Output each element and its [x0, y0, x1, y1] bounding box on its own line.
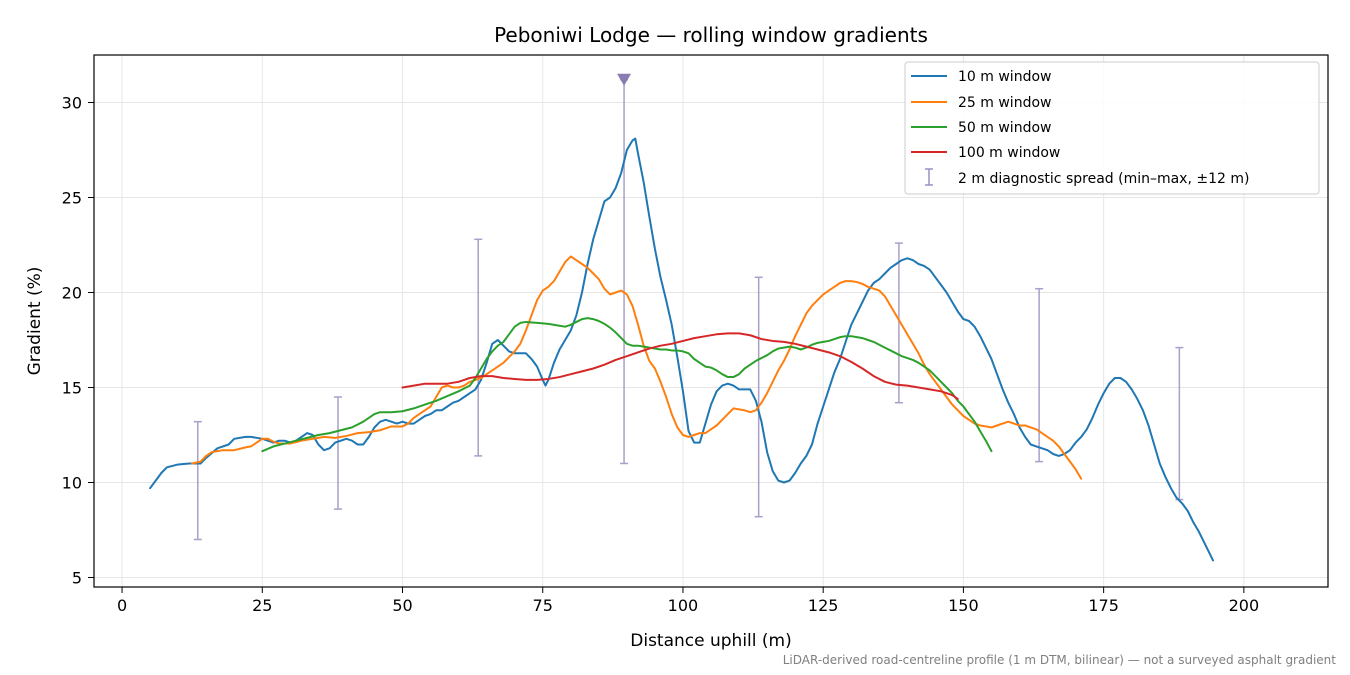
y-tick-label: 30 [62, 94, 82, 113]
y-tick-label: 25 [62, 189, 82, 208]
legend-label-10m: 10 m window [958, 69, 1051, 85]
errorbar [333, 396, 342, 510]
errorbar [1035, 287, 1044, 463]
legend-label-100m: 100 m window [958, 145, 1060, 161]
y-axis-ticks: 5 10 15 20 25 30 [62, 94, 94, 588]
legend-label-50m: 50 m window [958, 120, 1051, 136]
series-line-2 [261, 317, 993, 453]
chart-title: Peboniwi Lodge — rolling window gradient… [494, 23, 928, 47]
errorbar [474, 238, 483, 457]
series-lines [149, 137, 1215, 562]
errorbar [193, 420, 202, 541]
legend-label-errorbar: 2 m diagnostic spread (min–max, ±12 m) [958, 171, 1249, 187]
y-tick-label: 5 [72, 569, 82, 588]
legend-box [904, 61, 1320, 195]
y-tick-label: 15 [62, 379, 82, 398]
y-tick-label: 20 [62, 284, 82, 303]
x-tick-label: 25 [252, 596, 272, 615]
clipped-marker-triangle [617, 73, 632, 86]
plot-frame [93, 54, 1329, 588]
x-axis-title: Distance uphill (m) [630, 631, 791, 651]
x-tick-label: 125 [808, 596, 839, 615]
series-line-3 [401, 332, 959, 400]
x-tick-label: 200 [1229, 596, 1260, 615]
diagnostic-errorbars [193, 73, 1184, 541]
x-tick-label: 175 [1088, 596, 1119, 615]
legend-label-25m: 25 m window [958, 95, 1051, 111]
x-tick-label: 0 [117, 596, 127, 615]
x-tick-label: 100 [668, 596, 699, 615]
errorbar [754, 276, 763, 518]
x-axis-ticks: 0 25 50 75 100 125 150 175 200 [117, 587, 1259, 615]
series-line-1 [191, 255, 1083, 480]
x-tick-label: 50 [392, 596, 412, 615]
series-line-0 [149, 137, 1215, 562]
y-tick-label: 10 [62, 474, 82, 493]
y-axis-title: Gradient (%) [25, 267, 45, 376]
legend: 10 m window 25 m window 50 m window 100 … [904, 61, 1320, 195]
legend-swatch-errorbar [925, 168, 933, 186]
errorbar [894, 242, 903, 404]
x-tick-label: 75 [533, 596, 553, 615]
footnote: LiDAR-derived road-centreline profile (1… [783, 653, 1337, 667]
x-tick-label: 150 [948, 596, 979, 615]
